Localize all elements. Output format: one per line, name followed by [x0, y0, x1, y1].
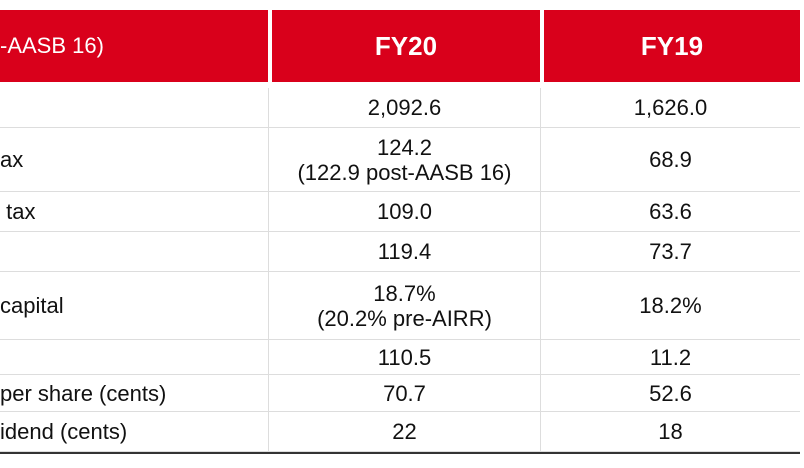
cell-text: (122.9 post-AASB 16) [297, 159, 512, 185]
row-label [0, 340, 268, 375]
header-cell: FY19 [544, 10, 800, 82]
value-cell: 109.0 [268, 192, 540, 232]
value-cell: 18 [540, 412, 800, 452]
value-cell: 52.6 [540, 375, 800, 412]
row-label: per share (cents) [0, 375, 268, 412]
value-cell: 124.2 (122.9 post-AASB 16) [268, 128, 540, 192]
cell-text: 109.0 [376, 199, 433, 224]
value-cell: 22 [268, 412, 540, 452]
cell-text: 1,626.0 [633, 95, 708, 120]
cell-text: 63.6 [649, 199, 692, 224]
cell-text: 52.6 [649, 380, 692, 406]
value-cell: 70.7 [268, 375, 540, 412]
row-label [0, 232, 268, 272]
value-cell: 119.4 [268, 232, 540, 272]
value-cell: 18.2% [540, 272, 800, 340]
value-cell: 68.9 [540, 128, 800, 192]
row-label: tax [0, 192, 268, 232]
value-cell: 1,626.0 [540, 88, 800, 128]
cell-text: 124.2 [376, 134, 433, 160]
cell-text: 11.2 [649, 344, 692, 370]
cell-text: 22 [392, 419, 417, 444]
cell-text: 18 [658, 419, 683, 444]
value-cell: 110.5 [268, 340, 540, 375]
cell-text: 68.9 [649, 147, 692, 172]
cell-text: 2,092.6 [367, 95, 442, 120]
row-label [0, 88, 268, 128]
cell-text: 119.4 [377, 239, 432, 264]
cell-text: 18.2% [639, 293, 702, 318]
header-cell: -AASB 16) [0, 10, 268, 82]
cell-text: (20.2% pre-AIRR) [317, 305, 492, 331]
value-cell: 2,092.6 [268, 88, 540, 128]
row-label: capital [0, 272, 268, 340]
cell-text: 70.7 [383, 380, 426, 406]
header-cell: FY20 [272, 10, 540, 82]
value-cell: 18.7% (20.2% pre-AIRR) [268, 272, 540, 340]
row-label: ax [0, 128, 268, 192]
row-label: idend (cents) [0, 412, 268, 452]
value-cell: 11.2 [540, 340, 800, 375]
cell-text: 73.7 [649, 239, 692, 264]
cell-text: 110.5 [377, 344, 432, 370]
value-cell: 63.6 [540, 192, 800, 232]
value-cell: 73.7 [540, 232, 800, 272]
cell-text: 18.7% [373, 280, 436, 306]
table-bottom-rule [0, 451, 800, 454]
